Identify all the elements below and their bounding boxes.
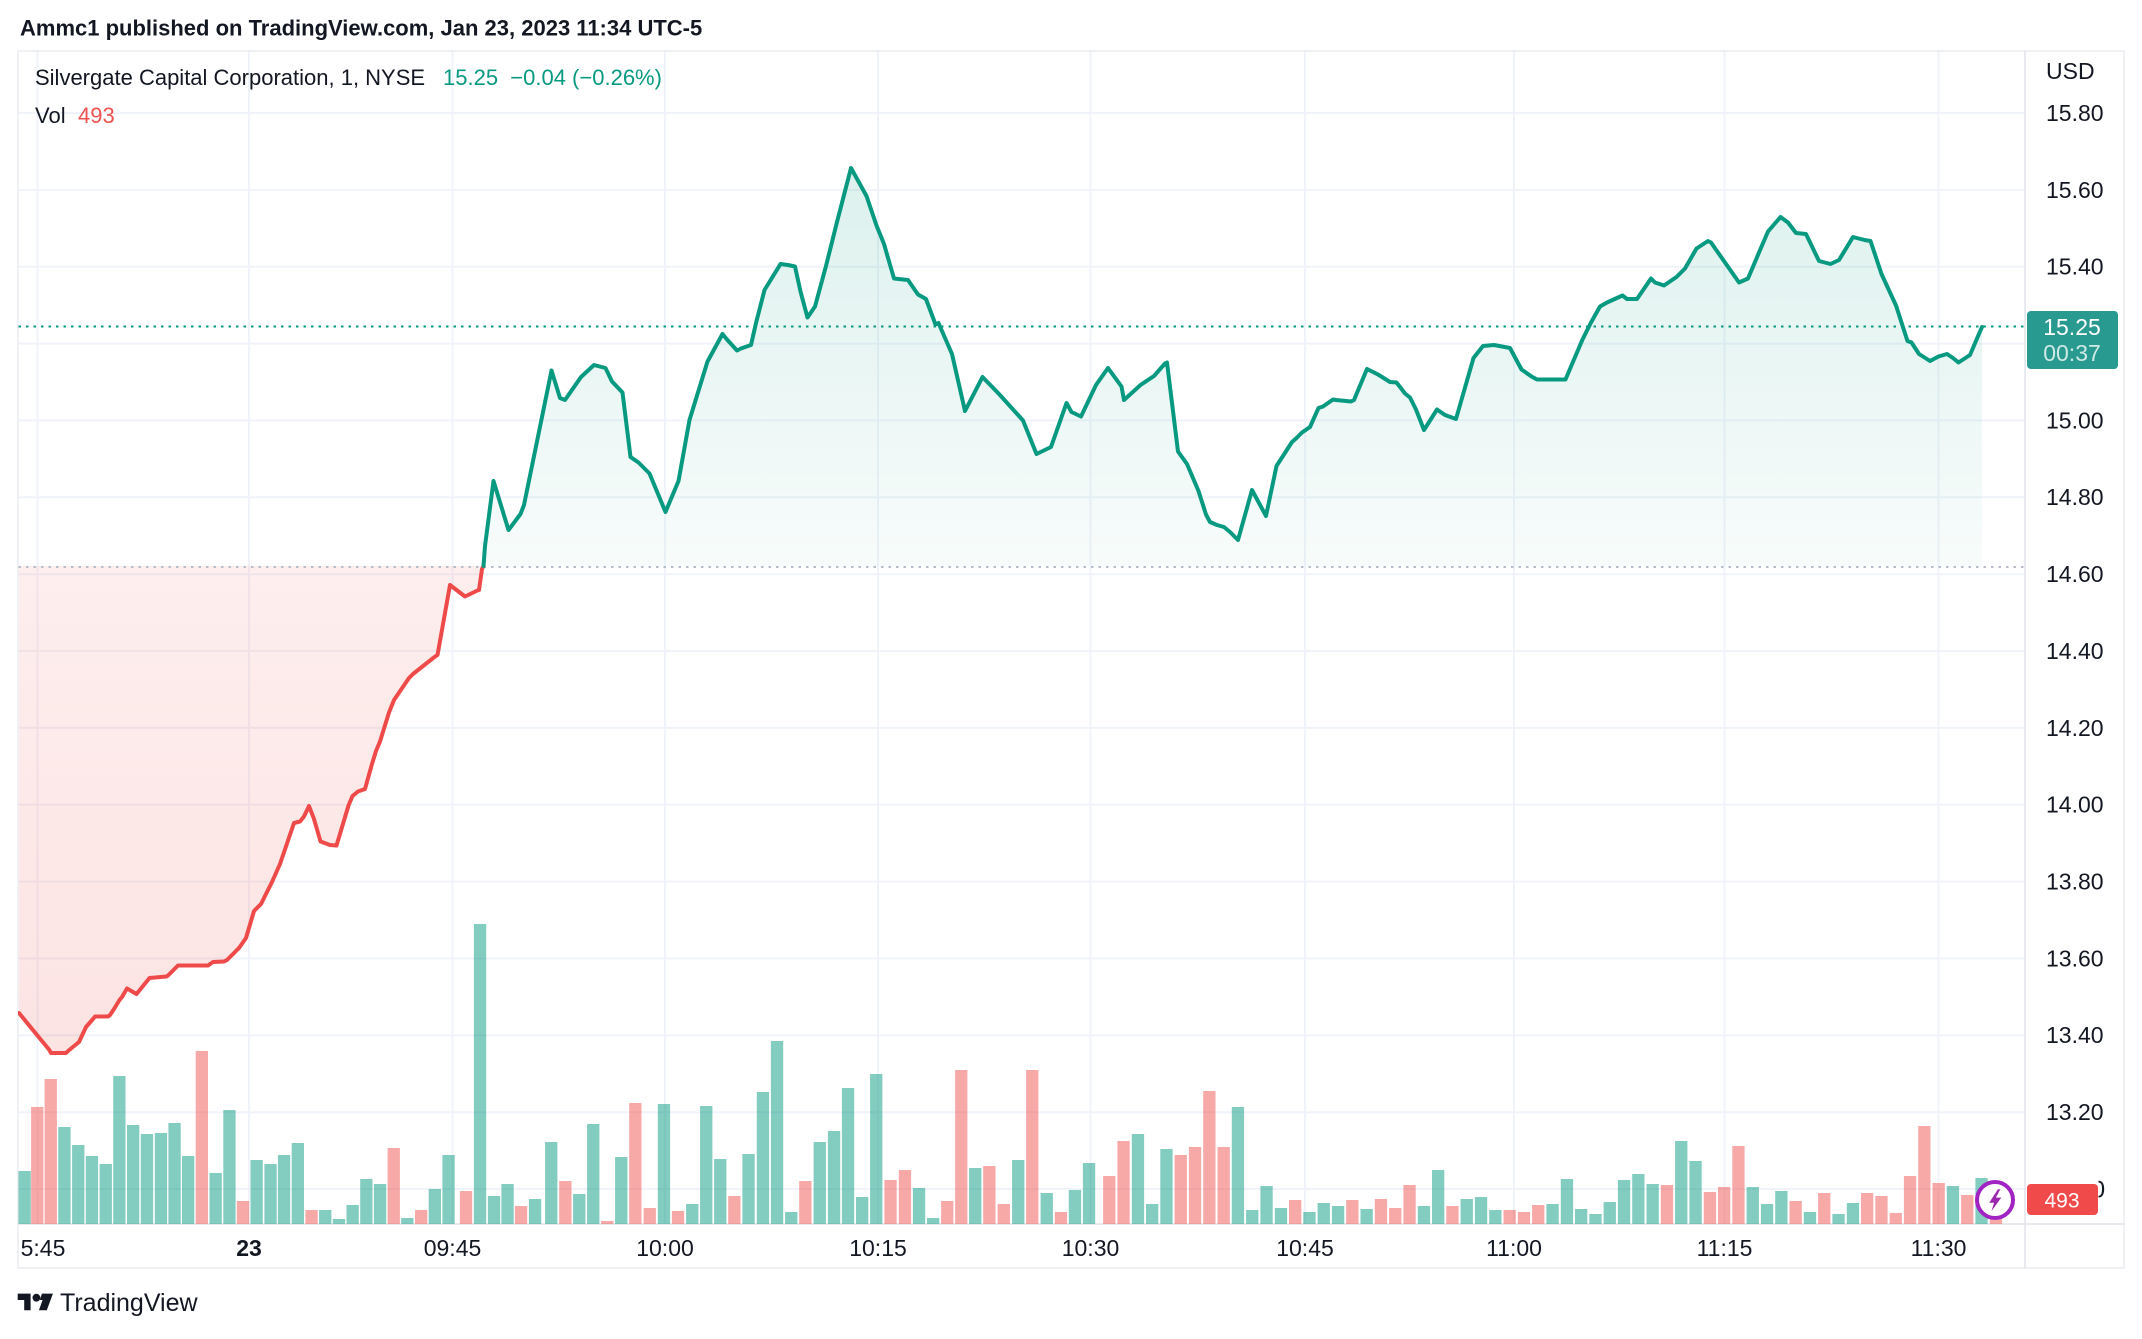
- svg-text:5:45: 5:45: [21, 1235, 66, 1261]
- svg-text:13.80: 13.80: [2046, 869, 2104, 895]
- svg-text:10:45: 10:45: [1276, 1235, 1334, 1261]
- svg-text:14.00: 14.00: [2046, 792, 2104, 818]
- svg-text:09:45: 09:45: [424, 1235, 482, 1261]
- svg-text:14.40: 14.40: [2046, 638, 2104, 664]
- svg-text:10:15: 10:15: [849, 1235, 907, 1261]
- svg-text:USD: USD: [2046, 58, 2095, 84]
- svg-text:14.80: 14.80: [2046, 484, 2104, 510]
- svg-text:493: 493: [78, 103, 115, 128]
- svg-text:13.40: 13.40: [2046, 1022, 2104, 1048]
- svg-text:Ammc1 published on TradingView: Ammc1 published on TradingView.com, Jan …: [20, 16, 702, 41]
- svg-text:TradingView: TradingView: [60, 1289, 199, 1317]
- svg-text:10:30: 10:30: [1062, 1235, 1120, 1261]
- svg-text:Vol: Vol: [35, 103, 66, 128]
- svg-text:13.60: 13.60: [2046, 945, 2104, 971]
- svg-text:23: 23: [236, 1235, 262, 1261]
- svg-text:Silvergate Capital Corporation: Silvergate Capital Corporation, 1, NYSE: [35, 65, 425, 90]
- svg-text:493: 493: [2044, 1190, 2079, 1213]
- svg-text:00:37: 00:37: [2043, 340, 2101, 366]
- svg-text:15.80: 15.80: [2046, 100, 2104, 126]
- svg-text:10:00: 10:00: [636, 1235, 694, 1261]
- svg-text:15.60: 15.60: [2046, 177, 2104, 203]
- svg-text:13.00: 13.00: [2045, 1177, 2105, 1204]
- svg-text:13.20: 13.20: [2046, 1099, 2104, 1125]
- svg-text:15.40: 15.40: [2046, 254, 2104, 280]
- svg-text:14.20: 14.20: [2046, 715, 2104, 741]
- svg-text:15.25 −0.04 (−0.26%): 15.25 −0.04 (−0.26%): [443, 65, 662, 90]
- svg-text:11:00: 11:00: [1486, 1235, 1542, 1261]
- svg-text:15.25: 15.25: [2043, 314, 2101, 340]
- svg-text:11:30: 11:30: [1911, 1235, 1967, 1261]
- svg-text:11:15: 11:15: [1697, 1235, 1753, 1261]
- svg-text:15.00: 15.00: [2046, 407, 2104, 433]
- svg-text:14.60: 14.60: [2046, 561, 2104, 587]
